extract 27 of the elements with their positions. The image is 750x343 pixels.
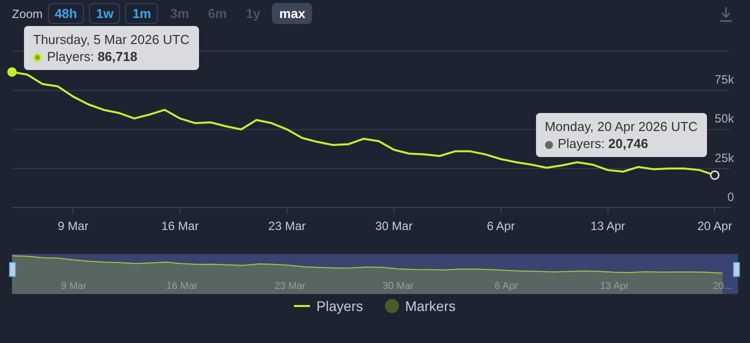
- y-tick-label: 0: [727, 190, 734, 204]
- text: 1w: [89, 3, 120, 24]
- text: 1m: [125, 3, 158, 24]
- x-tick-label: 16 Mar: [161, 219, 199, 234]
- y-tick-label: 50k: [714, 112, 735, 126]
- x-tick-label: 13 Apr: [590, 219, 626, 234]
- x-tick-label: 16 Mar: [166, 280, 198, 292]
- x-tick-label: 13 Apr: [600, 280, 630, 292]
- x-tick-label: 30 Mar: [382, 280, 414, 292]
- x-tick-label: 30 Mar: [375, 219, 413, 234]
- annotation: Monday, 20 Apr 2026 UTC Players: 20,746: [544, 118, 698, 152]
- x-tick-label: 9 Mar: [58, 219, 88, 234]
- x-tick-label: 9 Mar: [61, 280, 88, 292]
- text: 48h: [48, 3, 84, 24]
- y-tick-label: 25k: [714, 150, 735, 165]
- x-tick-label: 23 Mar: [268, 219, 306, 234]
- x-tick-label: 6 Apr: [494, 280, 519, 292]
- legend-label: Players: [316, 298, 364, 314]
- text: max: [272, 3, 312, 24]
- text: Zoom: [12, 6, 43, 20]
- x-tick-label: 20 Apr: [697, 219, 732, 234]
- annotation: Thursday, 5 Mar 2026 UTC Players: 86,718: [33, 30, 190, 64]
- x-tick-label: 6 Apr: [486, 219, 515, 234]
- x-tick-label: 20...: [712, 280, 732, 292]
- x-tick-label: 23 Mar: [274, 280, 306, 292]
- legend-label: Markers: [405, 298, 456, 314]
- y-tick-label: 75k: [714, 72, 735, 87]
